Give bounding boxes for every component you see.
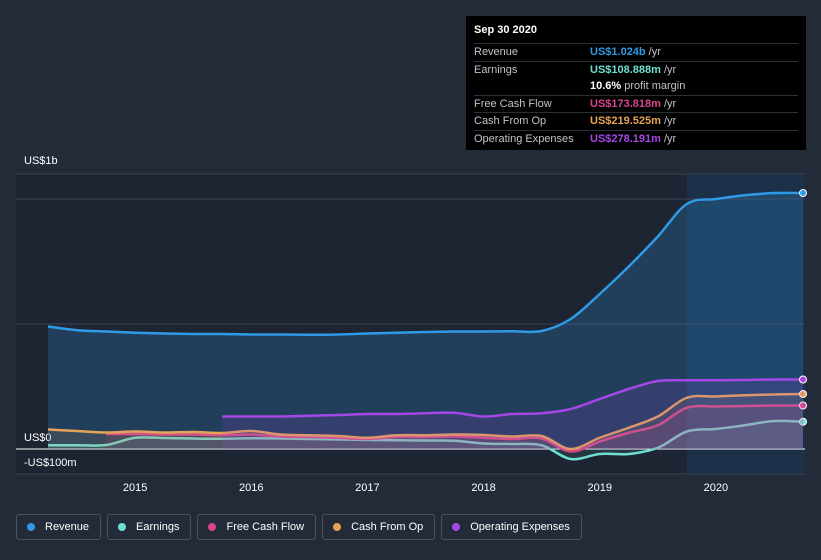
tooltip-row-label: Earnings [474, 63, 518, 76]
series-line-operating-expenses [222, 378, 804, 418]
tooltip-rows: Revenue US$1.024b/yr Earnings US$108.888m/y… [474, 43, 798, 147]
series-end-point-free-cash-flow [799, 401, 807, 410]
legend-label: Cash From Op [351, 521, 424, 533]
tooltip-row: Free Cash Flow US$173.818m/yr [474, 94, 798, 113]
tooltip-row-value: US$1.024b [590, 46, 646, 59]
series-end-point-revenue [799, 189, 807, 197]
tooltip-row-label: Revenue [474, 46, 519, 59]
tooltip-date: Sep 30 2020 [474, 24, 537, 36]
series-area-revenue [48, 193, 803, 449]
tooltip-row-unit: /yr [663, 97, 677, 110]
x-tick-label: 2016 [239, 482, 263, 494]
tooltip-row: Cash From Op US$219.525m/yr [474, 112, 798, 130]
legend-label: Revenue [45, 521, 90, 533]
series-line-earnings [47, 419, 804, 461]
legend-label: Earnings [136, 521, 180, 533]
series-area-free-cash-flow [106, 405, 804, 452]
tooltip-row-unit: /yr [663, 115, 677, 128]
legend-dot-icon [118, 523, 127, 531]
legend-dot-icon [27, 523, 35, 531]
tooltip-row-unit: /yr [663, 63, 677, 76]
tooltip-row-value: US$173.818m [590, 97, 661, 110]
series-end-point-cash-from-op [799, 390, 807, 398]
tooltip-row-value: US$108.888m [590, 63, 661, 76]
legend-dot-icon [208, 523, 217, 531]
legend-dot-icon [333, 523, 342, 531]
series-end-point-operating-expenses [799, 375, 807, 384]
tooltip-row-value: US$219.525m [590, 115, 661, 128]
series-area-cash-from-op [48, 394, 803, 449]
tooltip-row-value: 10.6% [590, 80, 622, 93]
legend-label: Operating Expenses [470, 521, 570, 533]
tooltip-row-value: US$278.191m [590, 132, 661, 145]
series-line-free-cash-flow [106, 404, 804, 453]
tooltip-row-label: Cash From Op [474, 115, 547, 128]
legend-item-cash-from-op[interactable]: Cash From Op [322, 514, 436, 540]
legend-item-free-cash-flow[interactable]: Free Cash Flow [197, 514, 317, 540]
y-tick-label: -US$100m [24, 457, 77, 469]
tooltip-row-unit: /yr [663, 132, 677, 145]
legend-item-revenue[interactable]: Revenue [16, 514, 102, 540]
y-tick-label: US$0 [24, 432, 52, 444]
x-tick-label: 2018 [471, 482, 495, 494]
tooltip-row: Revenue US$1.024b/yr [474, 43, 798, 61]
series-line-cash-from-op [47, 392, 804, 451]
tooltip-row: 10.6% profit margin [474, 78, 798, 95]
legend-label: Free Cash Flow [226, 521, 305, 533]
tooltip-row-unit: /yr [648, 46, 661, 59]
y-tick-label: US$1b [24, 155, 58, 167]
series-area-earnings [48, 421, 803, 459]
series-line-revenue [47, 191, 804, 337]
x-tick-label: 2019 [587, 482, 611, 494]
x-tick-label: 2015 [123, 482, 147, 494]
series-end-point-earnings [799, 417, 807, 426]
legend-dot-icon [452, 523, 461, 531]
tooltip-panel: Sep 30 2020 Revenue US$1.024b/yr Earnings U… [466, 16, 806, 150]
tooltip-row-unit: profit margin [624, 80, 686, 93]
tooltip-row-label: Operating Expenses [474, 132, 574, 145]
chart-legend: Revenue Earnings Free Cash Flow Cash From O… [16, 514, 582, 542]
tooltip-row-label: Free Cash Flow [474, 97, 552, 110]
tooltip-row: Operating Expenses US$278.191m/yr [474, 129, 798, 148]
chart-area: US$1b US$0 -US$100m 2015 2016 2017 2018 2019 202… [16, 155, 807, 494]
legend-item-operating-expenses[interactable]: Operating Expenses [441, 514, 582, 540]
tooltip-row: Earnings US$108.888m/yr [474, 60, 798, 79]
legend-item-earnings[interactable]: Earnings [107, 514, 192, 540]
x-tick-label: 2020 [704, 482, 728, 494]
x-tick-label: 2017 [355, 482, 379, 494]
